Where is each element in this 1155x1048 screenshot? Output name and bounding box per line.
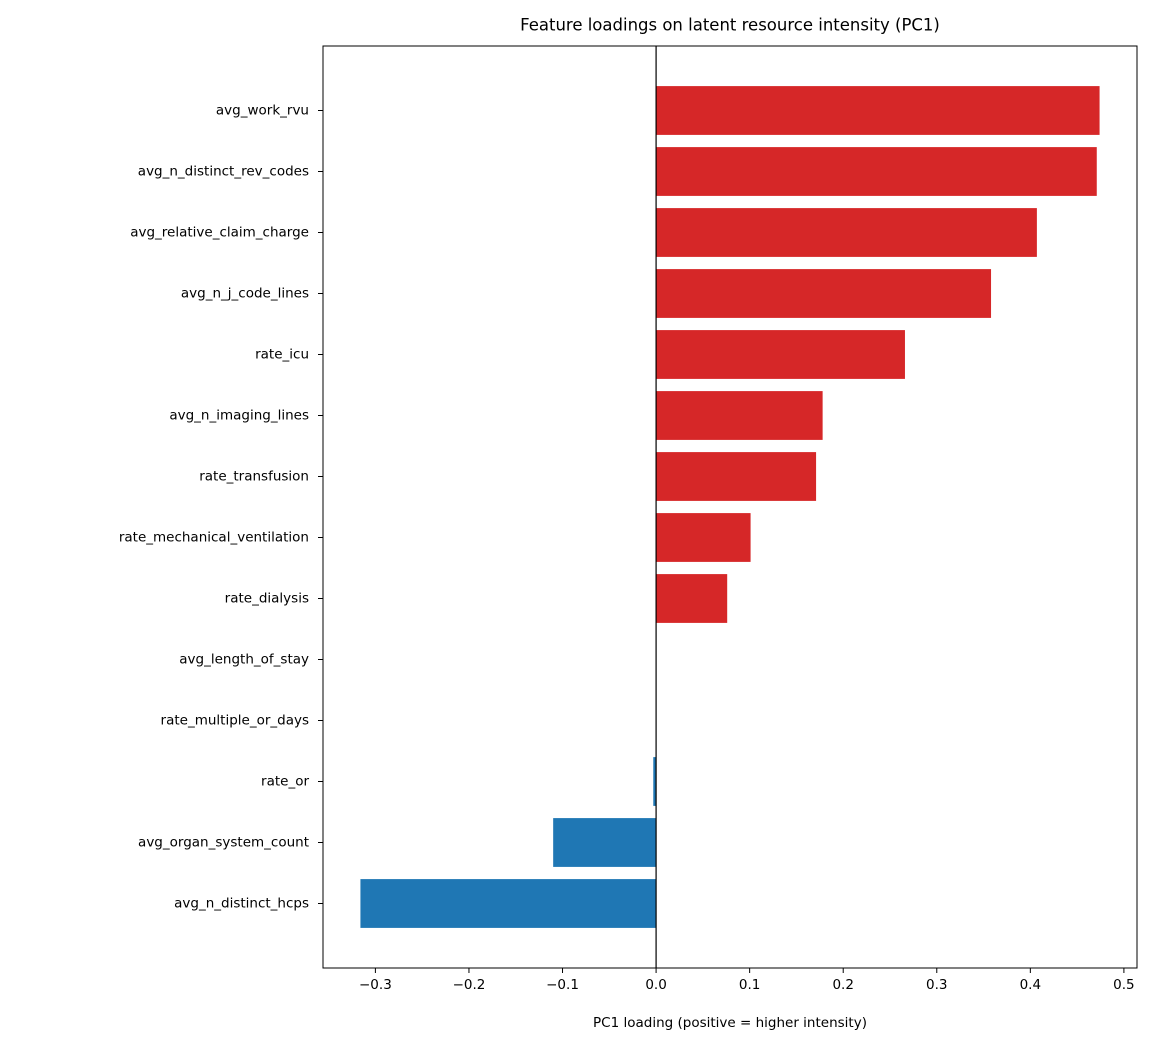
y-tick-label: avg_organ_system_count bbox=[138, 835, 309, 851]
bar bbox=[360, 879, 657, 928]
x-tick-label: 0.5 bbox=[1113, 977, 1134, 993]
plot-frame bbox=[322, 45, 1138, 969]
x-tick-label: 0.1 bbox=[739, 977, 760, 993]
x-tick-label: 0.3 bbox=[926, 977, 947, 993]
bar bbox=[656, 391, 823, 440]
bar bbox=[656, 86, 1100, 135]
bar bbox=[656, 147, 1097, 196]
y-tick-label: avg_relative_claim_charge bbox=[130, 225, 309, 241]
bar bbox=[656, 452, 817, 501]
x-tick-label: 0.4 bbox=[1020, 977, 1041, 993]
x-tick-label: 0.2 bbox=[832, 977, 853, 993]
x-axis-label: PC1 loading (positive = higher intensity… bbox=[593, 1015, 867, 1031]
bar bbox=[656, 269, 992, 318]
y-tick-label: avg_length_of_stay bbox=[179, 652, 309, 668]
y-tick-label: avg_n_imaging_lines bbox=[169, 408, 309, 424]
x-tick-label: −0.1 bbox=[546, 977, 579, 993]
x-tick-label: 0.0 bbox=[645, 977, 666, 993]
x-tick-label: −0.2 bbox=[453, 977, 486, 993]
y-tick-label: rate_multiple_or_days bbox=[161, 713, 309, 729]
bar bbox=[653, 757, 657, 806]
y-tick-label: rate_mechanical_ventilation bbox=[119, 530, 309, 546]
y-tick-label: rate_transfusion bbox=[199, 469, 309, 485]
y-tick-label: avg_n_distinct_rev_codes bbox=[138, 164, 309, 180]
y-tick-label: avg_work_rvu bbox=[216, 103, 309, 119]
y-tick-label: rate_icu bbox=[255, 347, 309, 363]
bar bbox=[656, 574, 728, 623]
y-tick-label: avg_n_distinct_hcps bbox=[174, 896, 309, 912]
bar bbox=[656, 513, 751, 562]
y-tick-label: avg_n_j_code_lines bbox=[181, 286, 309, 302]
y-tick-label: rate_dialysis bbox=[225, 591, 309, 607]
chart-title: Feature loadings on latent resource inte… bbox=[520, 16, 940, 35]
bar bbox=[656, 330, 905, 379]
y-tick-label: rate_or bbox=[261, 774, 309, 790]
bar bbox=[656, 208, 1037, 257]
bar bbox=[553, 818, 657, 867]
x-tick-label: −0.3 bbox=[359, 977, 392, 993]
